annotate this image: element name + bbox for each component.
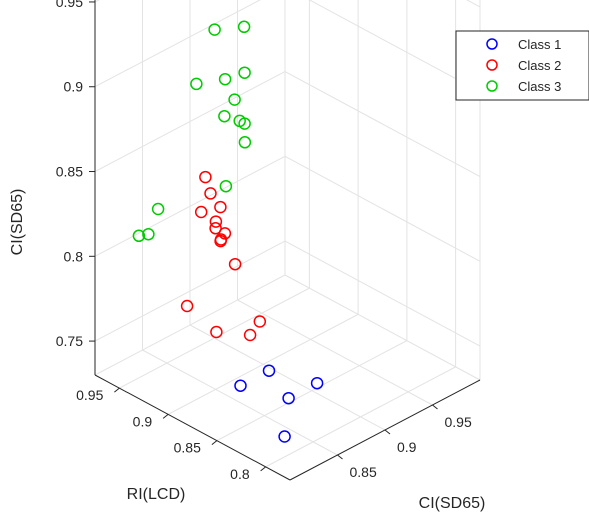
data-point-class-3 (237, 20, 251, 34)
data-point-class-3 (208, 23, 221, 36)
y-tick-label: 0.9 (133, 413, 153, 429)
data-point-class-3 (233, 114, 246, 128)
data-point-class-2 (199, 170, 212, 184)
z-tick-label: 0.9 (64, 79, 84, 95)
grid-line (237, 299, 433, 406)
data-point-class-3 (238, 66, 251, 79)
grid-floor (94, 0, 481, 468)
legend-marker-class-1 (486, 38, 498, 50)
data-point-class-1 (310, 376, 324, 390)
x-axis-ticks: 0.85 0.9 0.95 (337, 404, 472, 480)
data-point-class-2 (194, 205, 208, 219)
data-point-class-2 (214, 200, 227, 214)
x-tick-mark (337, 454, 343, 460)
grid-line (142, 349, 338, 456)
z-tick-label: 0.8 (64, 248, 84, 264)
z-axis-label: CI(SD65) (9, 189, 26, 256)
x-tick-label: 0.95 (445, 414, 472, 430)
grid-line (284, 240, 481, 347)
z-tick-label: 0.95 (56, 0, 83, 10)
legend-marker-class-2 (486, 59, 498, 71)
data-point-class-1 (262, 364, 276, 377)
legend-label-class-3: Class 3 (518, 79, 561, 94)
grid-line (216, 340, 408, 442)
y-tick-mark (114, 387, 120, 393)
data-point-class-1 (234, 379, 247, 392)
y-axis-line (94, 374, 291, 481)
data-point-class-2 (209, 215, 223, 228)
data-point-class-3 (238, 136, 252, 149)
grid-line (284, 71, 481, 177)
legend-box (455, 30, 589, 101)
y-tick-mark (260, 466, 266, 472)
x-tick-label: 0.85 (350, 464, 377, 480)
grid-line (167, 313, 359, 415)
data-point-class-3 (151, 202, 165, 216)
grid-line (265, 366, 456, 468)
data-point-class-2 (210, 325, 223, 339)
x-tick-label: 0.9 (397, 439, 417, 455)
data-point-class-3 (218, 109, 231, 123)
z-tick-label: 0.75 (56, 333, 83, 349)
y-tick-mark (211, 440, 218, 446)
y-tick-label: 0.95 (76, 387, 103, 403)
y-tick-label: 0.85 (174, 440, 201, 456)
data-point-class-3 (219, 179, 233, 193)
grid-back-right (94, 0, 286, 350)
data-point-class-2 (243, 328, 257, 342)
grid-line (119, 287, 310, 389)
data-points (132, 20, 324, 443)
grid-line (308, 0, 481, 93)
data-point-class-2 (253, 315, 267, 328)
data-point-class-3 (190, 77, 203, 91)
data-point-class-2 (228, 257, 242, 271)
data-point-class-3 (142, 227, 155, 241)
grid-line (466, 0, 481, 8)
grid-edge (284, 274, 481, 381)
x-tick-mark (384, 429, 391, 435)
data-point-class-3 (228, 93, 241, 106)
grid-edge (94, 274, 286, 376)
data-point-class-1 (282, 391, 295, 405)
data-point-class-2 (204, 187, 217, 200)
data-point-class-2 (209, 222, 222, 235)
grid-line (284, 155, 481, 262)
y-axis-label: RI(LCD) (127, 486, 186, 503)
data-point-class-2 (218, 227, 232, 240)
grid-line (189, 324, 386, 431)
legend-label-class-1: Class 1 (518, 37, 561, 52)
z-axis-ticks: 0.75 0.8 0.85 0.9 0.95 (56, 0, 95, 349)
y-tick-label: 0.8 (230, 466, 250, 482)
y-tick-mark (162, 413, 169, 419)
x-tick-mark (432, 404, 438, 410)
data-point-class-1 (278, 430, 291, 443)
x-axis-label: CI(SD65) (419, 495, 486, 512)
data-point-class-2 (180, 299, 194, 313)
data-point-class-3 (218, 72, 232, 86)
legend-marker-class-3 (486, 80, 498, 92)
y-axis-ticks: 0.8 0.85 0.9 0.95 (76, 387, 266, 482)
data-point-class-3 (132, 229, 146, 243)
grid-back-left (284, 0, 481, 367)
legend[interactable]: Class 1 Class 2 Class 3 (455, 30, 589, 101)
z-tick-label: 0.85 (56, 164, 83, 180)
legend-label-class-2: Class 2 (518, 58, 561, 73)
